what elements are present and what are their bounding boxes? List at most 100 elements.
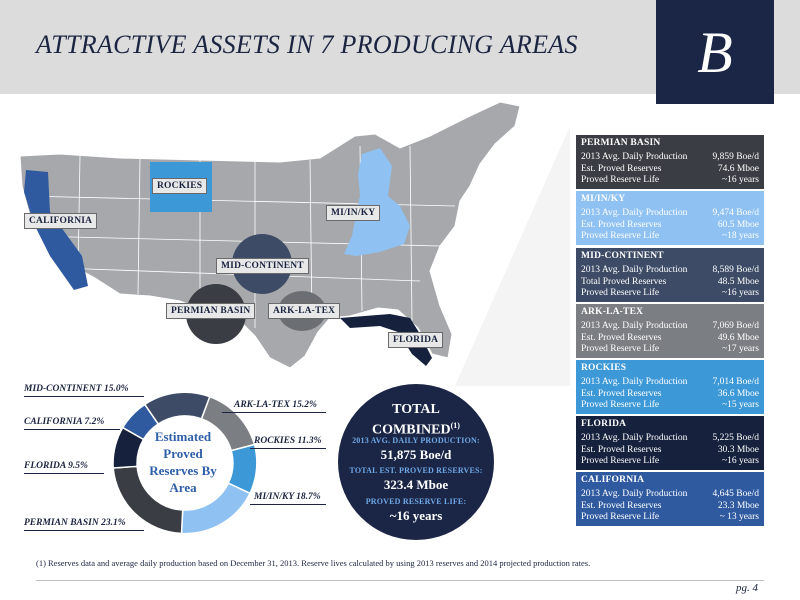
panel-title: ROCKIES xyxy=(581,363,627,373)
panel-row: 2013 Avg. Daily Production 5,225 Boe/d xyxy=(581,433,759,445)
panel-title: FLORIDA xyxy=(581,419,627,429)
us-map-graphic xyxy=(19,101,570,386)
row-label: Proved Reserve Life xyxy=(581,344,660,354)
panel-row: Proved Reserve Life ~16 years xyxy=(581,175,759,187)
row-label: Total Proved Reserves xyxy=(581,276,667,287)
panel-row: Proved Reserve Life ~18 years xyxy=(581,231,759,243)
donut-label-california: CALIFORNIA 7.2% xyxy=(24,417,105,427)
row-label: Est. Proved Reserves xyxy=(581,444,662,455)
panel-row: Proved Reserve Life ~15 years xyxy=(581,400,759,412)
row-value: 48.5 Mboe xyxy=(717,276,759,287)
panel-title: ARK-LA-TEX xyxy=(581,307,644,317)
row-label: Proved Reserve Life xyxy=(581,288,660,298)
donut-title: Estimated Proved Reserves By Area xyxy=(149,429,217,495)
row-value: ~18 years xyxy=(721,231,759,241)
panel-row: 2013 Avg. Daily Production 7,069 Boe/d xyxy=(581,321,759,333)
panel-permian-basin: PERMIAN BASIN 2013 Avg. Daily Production… xyxy=(576,135,764,189)
map-label-rockies: ROCKIES xyxy=(152,178,208,194)
row-value: ~17 years xyxy=(721,344,759,354)
row-value: ~16 years xyxy=(721,175,759,185)
row-label: 2013 Avg. Daily Production xyxy=(581,377,688,387)
row-value: 9,859 Boe/d xyxy=(712,152,759,162)
panel-row: Est. Proved Reserves 74.6 Mboe xyxy=(581,164,759,176)
donut-label-mi-in-ky: MI/IN/KY 18.7% xyxy=(254,492,321,502)
leader-line xyxy=(24,429,120,430)
row-value: 7,014 Boe/d xyxy=(712,377,759,387)
row-value: 4,645 Boe/d xyxy=(712,489,759,499)
row-label: 2013 Avg. Daily Production xyxy=(581,433,688,443)
panel-mid-continent: MID-CONTINENT 2013 Avg. Daily Production… xyxy=(576,248,764,302)
row-value: ~15 years xyxy=(721,400,759,410)
panel-row: Est. Proved Reserves 60.5 Mboe xyxy=(581,220,759,232)
row-label: Est. Proved Reserves xyxy=(581,388,662,399)
panel-row: Proved Reserve Life ~17 years xyxy=(581,344,759,356)
panel-rockies: ROCKIES 2013 Avg. Daily Production 7,014 … xyxy=(576,360,764,414)
row-value: ~16 years xyxy=(721,456,759,466)
leader-line xyxy=(250,504,326,505)
row-value: ~ 13 years xyxy=(719,512,759,522)
donut-label-ark-la-tex: ARK-LA-TEX 15.2% xyxy=(234,400,317,410)
total-production-value: 51,875 Boe/d xyxy=(380,447,452,462)
row-value: 36.6 Mboe xyxy=(717,388,759,399)
leader-line xyxy=(250,448,326,449)
row-label: Proved Reserve Life xyxy=(581,456,660,466)
row-label: 2013 Avg. Daily Production xyxy=(581,265,688,275)
footer-divider xyxy=(36,580,764,581)
panel-row: Proved Reserve Life ~16 years xyxy=(581,456,759,468)
leader-line xyxy=(24,396,144,397)
panel-row: 2013 Avg. Daily Production 9,859 Boe/d xyxy=(581,152,759,164)
row-value: 5,225 Boe/d xyxy=(712,433,759,443)
row-value: 60.5 Mboe xyxy=(717,219,759,230)
donut-center-title: Estimated Proved Reserves By Area xyxy=(140,428,226,496)
logo-letter: B xyxy=(697,20,732,85)
row-label: Proved Reserve Life xyxy=(581,512,660,522)
panel-row: Est. Proved Reserves 30.3 Mboe xyxy=(581,445,759,457)
map-label-permian: PERMIAN BASIN xyxy=(166,303,256,319)
total-reserves-label: TOTAL EST. PROVED RESERVES: xyxy=(349,466,483,475)
donut-label-florida: FLORIDA 9.5% xyxy=(24,461,88,471)
row-label: Est. Proved Reserves xyxy=(581,219,662,230)
panel-row: Est. Proved Reserves 23.3 Mboe xyxy=(581,501,759,513)
panel-title: MI/IN/KY xyxy=(581,194,626,204)
row-label: Proved Reserve Life xyxy=(581,231,660,241)
donut-label-permian: PERMIAN BASIN 23.1% xyxy=(24,518,126,528)
panel-row: Est. Proved Reserves 36.6 Mboe xyxy=(581,389,759,401)
panel-row: Est. Proved Reserves 49.6 Mboe xyxy=(581,333,759,345)
total-title-line2: COMBINED xyxy=(372,422,451,438)
total-footnote-ref: (1) xyxy=(450,421,460,430)
us-silhouette xyxy=(19,101,521,369)
total-life-value: ~16 years xyxy=(389,508,443,523)
logo-mark-icon: B xyxy=(697,20,732,85)
row-label: Est. Proved Reserves xyxy=(581,163,662,174)
donut-slice-mid-continent xyxy=(143,391,211,426)
panel-california: CALIFORNIA 2013 Avg. Daily Production 4,6… xyxy=(576,472,764,526)
row-label: Proved Reserve Life xyxy=(581,400,660,410)
company-logo: B xyxy=(656,0,774,104)
row-value: 8,589 Boe/d xyxy=(712,265,759,275)
panel-ark-la-tex: ARK-LA-TEX 2013 Avg. Daily Production 7,0… xyxy=(576,304,764,358)
donut-label-mid-continent: MID-CONTINENT 15.0% xyxy=(24,384,129,394)
panel-row: 2013 Avg. Daily Production 8,589 Boe/d xyxy=(581,265,759,277)
map-label-florida: FLORIDA xyxy=(388,332,444,348)
page-number: pg. 4 xyxy=(736,582,758,594)
panel-row: 2013 Avg. Daily Production 4,645 Boe/d xyxy=(581,489,759,501)
reserves-donut-chart xyxy=(112,391,258,535)
total-reserves-value: 323.4 Mboe xyxy=(383,477,449,492)
row-label: Est. Proved Reserves xyxy=(581,500,662,511)
panel-florida: FLORIDA 2013 Avg. Daily Production 5,225 … xyxy=(576,416,764,470)
total-life-label: PROVED RESERVE LIFE: xyxy=(365,497,467,506)
row-label: 2013 Avg. Daily Production xyxy=(581,489,688,499)
panel-connector xyxy=(455,126,570,386)
panel-row: Proved Reserve Life ~ 13 years xyxy=(581,512,759,524)
panel-title: CALIFORNIA xyxy=(581,475,645,485)
panel-mi-in-ky: MI/IN/KY 2013 Avg. Daily Production 9,474… xyxy=(576,191,764,245)
panel-row: 2013 Avg. Daily Production 9,474 Boe/d xyxy=(581,208,759,220)
us-map xyxy=(0,96,570,386)
row-value: 7,069 Boe/d xyxy=(712,321,759,331)
panel-row: 2013 Avg. Daily Production 7,014 Boe/d xyxy=(581,377,759,389)
mi-in-ky-region xyxy=(344,148,410,256)
footnote: (1) Reserves data and average daily prod… xyxy=(36,558,591,568)
row-value: ~16 years xyxy=(721,288,759,298)
panel-title: MID-CONTINENT xyxy=(581,251,664,261)
map-label-mid-continent: MID-CONTINENT xyxy=(216,258,309,274)
